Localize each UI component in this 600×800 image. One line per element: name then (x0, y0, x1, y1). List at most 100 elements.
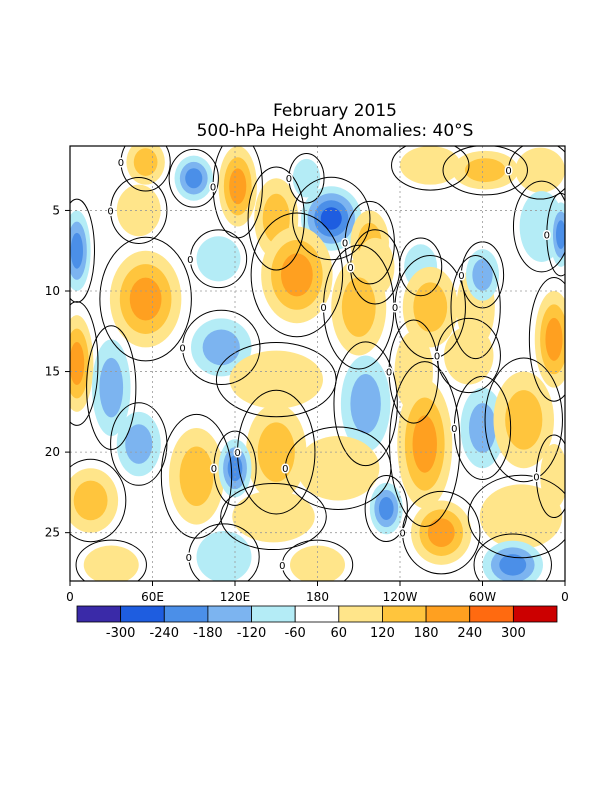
contour-label: 0 (458, 271, 464, 282)
zero-contour (168, 148, 219, 208)
anomaly-cell (444, 326, 494, 385)
colorbar-label: -240 (150, 626, 180, 641)
contour-label: 0 (451, 424, 457, 435)
zero-contour (70, 301, 99, 426)
contour-label: 0 (107, 206, 113, 217)
x-tick-label: 120E (220, 590, 251, 604)
colorbar-label: -120 (237, 626, 267, 641)
colorbar-swatch (469, 605, 514, 623)
anomaly-cell (413, 282, 448, 332)
zero-contour (110, 402, 168, 486)
y-tick-label: 20 (45, 445, 60, 459)
anomaly-cell (400, 146, 461, 185)
x-tick-label: 0 (561, 590, 569, 604)
x-tick-label: 60E (141, 590, 164, 604)
zero-contour (364, 475, 408, 542)
anomaly-cell (229, 350, 323, 409)
zero-contour (70, 458, 127, 543)
anomaly-cell (116, 184, 161, 237)
zero-contour (120, 146, 171, 192)
zero-contour (99, 236, 192, 362)
x-axis: 0 60E 120E 180 120W 60W 0 (66, 581, 569, 604)
zero-contour (247, 166, 305, 271)
anomaly-cell (545, 317, 563, 361)
y-tick-label: 25 (45, 526, 60, 540)
anomaly-cell (292, 158, 321, 198)
colorbar-label: 240 (457, 626, 482, 641)
anomaly-cell (70, 232, 83, 269)
zero-contour (189, 229, 248, 289)
anomaly-cell (133, 148, 158, 176)
zero-contour (399, 237, 443, 297)
y-tick-label: 15 (45, 365, 60, 379)
contour-label: 0 (282, 464, 288, 475)
contour-label: 0 (286, 174, 292, 185)
zero-contour (389, 361, 461, 528)
contour-label: 0 (186, 553, 192, 564)
contour-label: 0 (210, 182, 216, 193)
y-tick-label: 10 (45, 284, 60, 298)
contour-label: 0 (279, 561, 285, 572)
anomaly-cell (202, 329, 240, 366)
x-tick-label: 120W (383, 590, 418, 604)
x-tick-label: 60W (469, 590, 496, 604)
anomaly-cell (232, 490, 315, 543)
colorbar-label: 120 (370, 626, 395, 641)
anomaly-cell (196, 236, 241, 282)
colorbar-swatch (338, 605, 383, 623)
contour-label: 0 (505, 166, 511, 177)
y-axis: 5 10 15 20 25 (45, 203, 70, 540)
zero-contour (292, 176, 371, 261)
zero-contour (467, 474, 565, 559)
anomaly-cell (179, 446, 214, 507)
contour-label: 0 (320, 303, 326, 314)
contour-label: 0 (399, 529, 405, 540)
zero-contour (281, 539, 354, 581)
contour-label: 0 (544, 231, 550, 242)
contour-label: 0 (211, 464, 217, 475)
contour-label: 0 (179, 343, 185, 354)
anomaly-cell (196, 531, 252, 581)
contour-label: 0 (386, 368, 392, 379)
colorbar-swatch (425, 605, 471, 623)
colorbar-label: 60 (331, 626, 348, 641)
colorbar-label: -180 (193, 626, 223, 641)
colorbar: -300 -240 -180 -120 -60 60 120 180 240 300 (76, 605, 558, 641)
anomaly-cell (499, 554, 527, 576)
colorbar-swatch (163, 605, 209, 623)
contour-label: 0 (234, 448, 240, 459)
anomaly-cell (99, 357, 124, 418)
colorbar-label: -60 (285, 626, 306, 641)
chart-subtitle: 500-hPa Height Anomalies: 40°S (197, 121, 474, 141)
anomaly-cell (185, 168, 203, 189)
colorbar-swatch (76, 605, 122, 623)
y-tick-label: 5 (52, 203, 60, 217)
colorbar-label: -300 (106, 626, 136, 641)
anomaly-cell (515, 147, 565, 193)
chart-title: February 2015 (273, 101, 397, 121)
zero-contour (450, 255, 501, 360)
zero-contour (528, 276, 565, 402)
zero-contour (75, 539, 147, 581)
zero-contour (508, 146, 565, 200)
zero-contour (473, 533, 552, 581)
zero-contour (546, 192, 565, 277)
zero-contour (391, 146, 470, 191)
zero-contour (442, 146, 528, 196)
anomaly-cell (555, 220, 565, 249)
zero-contour (535, 434, 565, 519)
anomaly-cell (412, 415, 437, 473)
anomaly-cell (129, 277, 162, 321)
contour-label: 0 (52, 496, 58, 507)
colorbar-swatch (382, 605, 427, 623)
contour-label: 0 (533, 472, 539, 483)
contour-label: 0 (187, 255, 193, 266)
zero-contours (70, 146, 565, 581)
zero-contour (436, 317, 501, 394)
anomaly-field (70, 146, 565, 581)
anomaly-cell (73, 480, 108, 521)
zero-contour (333, 341, 398, 467)
zero-contour (402, 490, 481, 575)
